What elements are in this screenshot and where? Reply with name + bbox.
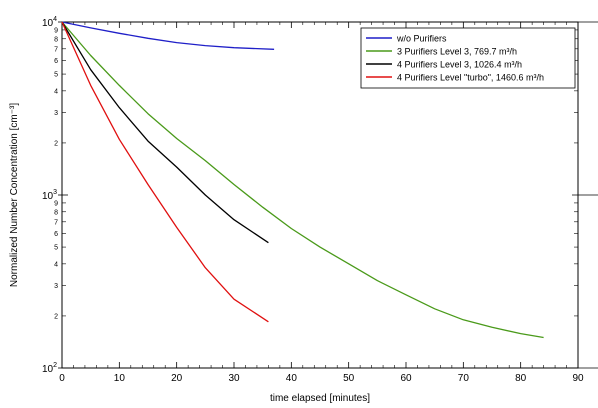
y-minor-tick-label: 3 [54,110,58,117]
series-layer [61,21,544,339]
x-tick-label: 40 [286,373,298,384]
y-minor-tick-label: 6 [54,58,58,65]
y-minor-tick-label: 5 [54,245,58,252]
y-minor-tick-label: 8 [54,36,58,43]
legend-label: 4 Purifiers Level 3, 1026.4 m³/h [397,60,522,70]
y-minor-tick-label: 8 [54,209,58,216]
x-tick-label: 70 [458,373,470,384]
x-axis-title: time elapsed [minutes] [270,393,370,404]
legend: w/o Purifiers 3 Purifiers Level 3, 769.7 … [360,27,576,89]
legend-label: w/o Purifiers [396,34,447,44]
ticks-layer: 0 10 20 30 40 50 60 70 80 90 102 103 104 2 3 4 5 6 7 8 9 2 3 4 5… [42,16,598,384]
y-tick-label: 102 [42,362,57,375]
series-line-2 [61,21,544,339]
y-tick-label: 103 [42,189,57,202]
y-minor-tick-label: 4 [54,88,58,95]
y-minor-tick-label: 9 [54,27,58,34]
y-minor-tick-label: 9 [54,200,58,207]
series-line-4 [61,21,269,323]
legend-box [360,27,576,89]
y-minor-tick-label: 4 [54,261,58,268]
x-tick-label: 20 [171,373,183,384]
y-minor-tick-label: 3 [54,283,58,290]
y-minor-tick-label: 2 [54,313,58,320]
x-tick-label: 0 [59,373,65,384]
legend-label: 4 Purifiers Level "turbo", 1460.6 m³/h [397,73,544,83]
series-line-3 [61,21,269,244]
x-tick-label: 60 [400,373,412,384]
y-minor-tick-label: 6 [54,231,58,238]
y-minor-tick-label: 2 [54,140,58,147]
y-minor-tick-label: 7 [54,46,58,53]
y-axis-title: Normalized Number Concentration [cm⁻³] [9,103,20,287]
x-tick-label: 90 [572,373,584,384]
series-line-1 [61,21,275,50]
x-tick-label: 30 [228,373,240,384]
y-minor-tick-label: 5 [54,72,58,79]
y-tick-label: 104 [42,16,57,29]
legend-label: 3 Purifiers Level 3, 769.7 m³/h [397,47,517,57]
y-minor-tick-label: 7 [54,219,58,226]
x-tick-label: 50 [343,373,355,384]
x-tick-label: 10 [114,373,126,384]
x-tick-label: 80 [515,373,527,384]
